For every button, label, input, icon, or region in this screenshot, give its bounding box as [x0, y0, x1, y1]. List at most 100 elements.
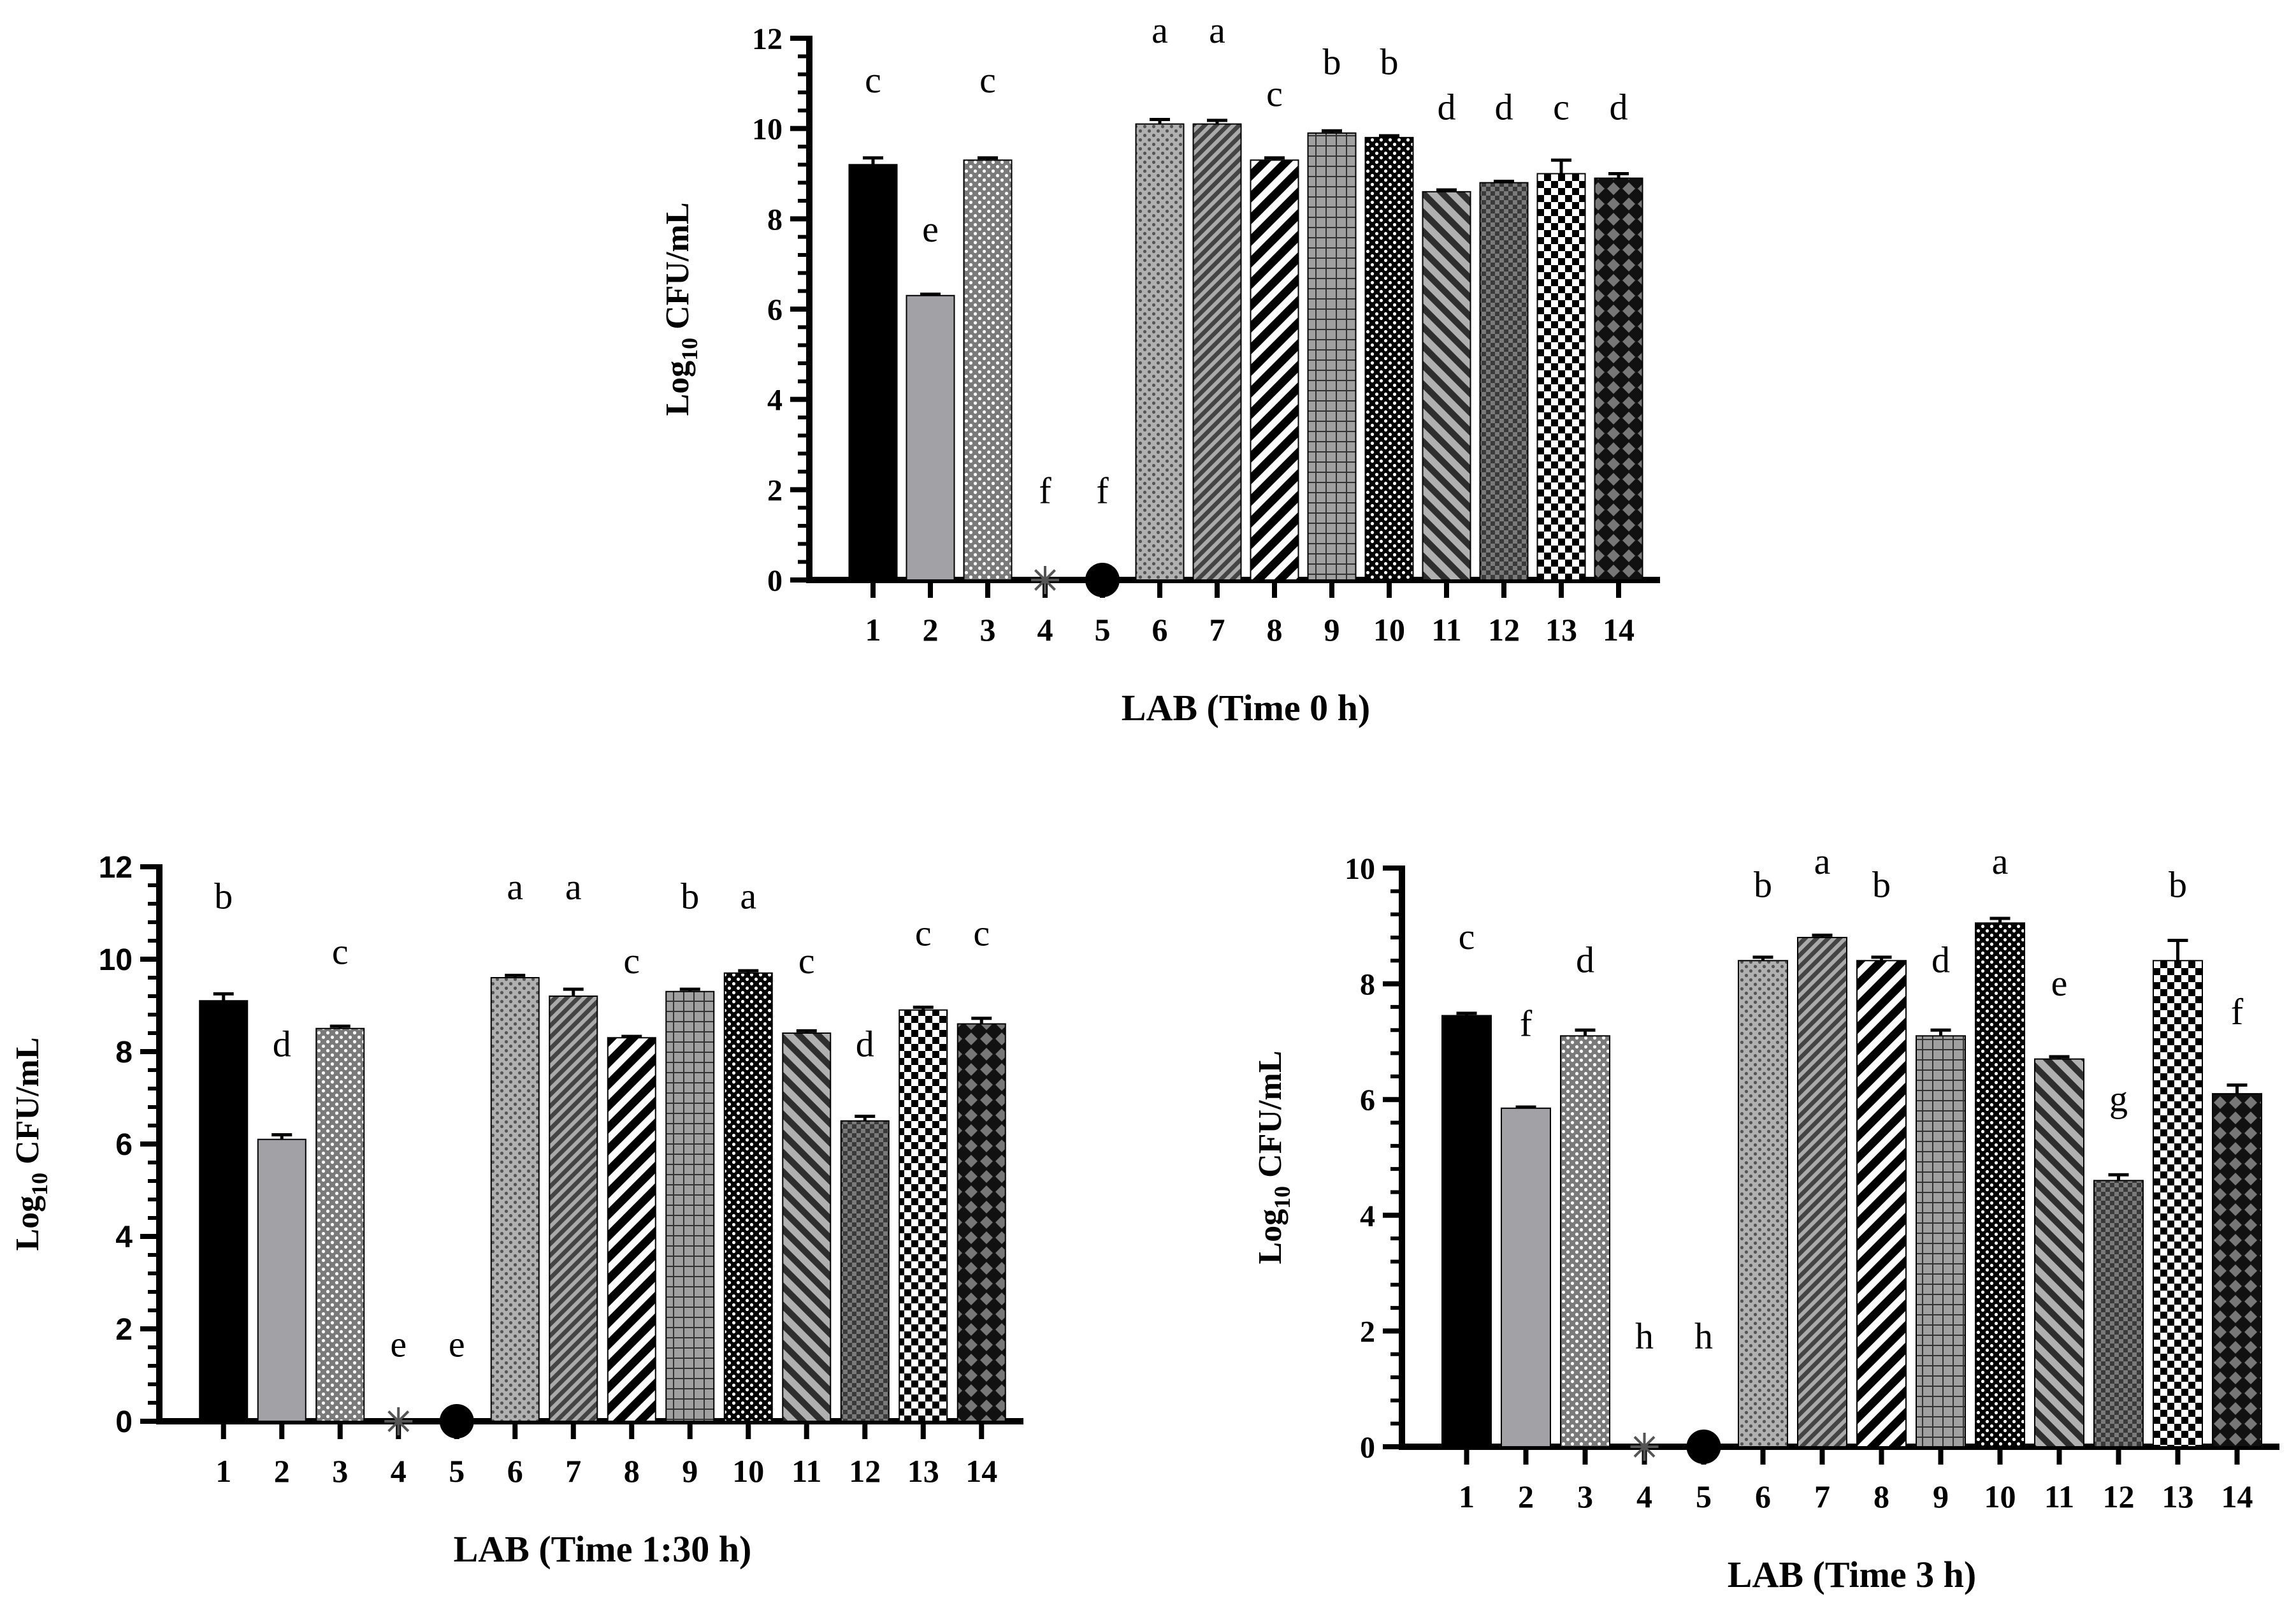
error-bar-10: [1379, 134, 1399, 138]
bar-8: [1250, 159, 1299, 581]
significance-letter: f: [2231, 991, 2244, 1032]
x-tick-label: 12: [1488, 612, 1520, 648]
x-tick-label: 13: [907, 1453, 939, 1489]
x-tick-label: 4: [391, 1453, 407, 1489]
x-tick-label: 7: [1814, 1479, 1830, 1514]
error-bar-13: [913, 1005, 934, 1010]
error-bar-2: [920, 293, 941, 296]
y-tick-label: 6: [1360, 1083, 1375, 1117]
bar-13: [899, 1009, 948, 1422]
bar-10: [1975, 922, 2025, 1447]
bar-8: [607, 1037, 656, 1422]
x-tick-label: 3: [980, 612, 996, 648]
error-bar-7: [563, 987, 584, 996]
circle-marker-5: [1686, 1430, 1721, 1464]
x-tick-label: 8: [624, 1453, 640, 1489]
error-bar-8: [1871, 955, 1892, 961]
y-tick-label: 2: [1360, 1315, 1375, 1349]
y-axis-title: Log10 CFU/mL: [660, 202, 702, 416]
significance-letter: a: [1152, 10, 1168, 51]
asterisk-marker-4: [1630, 1433, 1659, 1461]
y-tick-label: 4: [1360, 1199, 1375, 1233]
y-tick-label: 8: [767, 203, 783, 236]
y-tick-label: 10: [752, 113, 783, 147]
bar-2: [906, 294, 955, 581]
bar-12: [840, 1120, 890, 1422]
significance-letter: b: [1872, 864, 1891, 905]
bar-2: [257, 1138, 307, 1422]
bar-3: [1560, 1035, 1610, 1447]
error-bar-14: [2227, 1083, 2248, 1094]
error-bar-10: [738, 969, 759, 973]
error-bar-1: [1456, 1011, 1477, 1016]
significance-letter: e: [449, 1324, 465, 1365]
error-bar-9: [679, 987, 700, 992]
significance-letter: a: [1814, 841, 1831, 882]
x-tick-label: 2: [274, 1453, 290, 1489]
bar-6: [1738, 960, 1788, 1447]
bar-9: [665, 990, 715, 1422]
significance-letter: b: [2169, 864, 2187, 905]
y-axis-title: Log10 CFU/mL: [10, 1037, 52, 1250]
error-bar-11: [1436, 188, 1457, 192]
x-tick-label: 9: [682, 1453, 698, 1489]
significance-letter: b: [214, 875, 233, 916]
x-tick-label: 5: [449, 1453, 465, 1489]
y-tick-label: 4: [767, 384, 783, 417]
significance-letter: b: [681, 875, 699, 916]
bar-11: [2034, 1058, 2084, 1447]
y-tick-label: 0: [1360, 1431, 1375, 1465]
bar-9: [1307, 132, 1357, 581]
significance-letter: a: [740, 875, 756, 916]
error-bar-2: [1515, 1105, 1536, 1109]
bar-11: [1422, 191, 1471, 581]
error-bar-1: [863, 156, 883, 165]
significance-letter: b: [1754, 864, 1772, 905]
significance-letter: e: [922, 208, 939, 250]
bar-14: [957, 1023, 1006, 1422]
error-bar-14: [971, 1017, 992, 1024]
error-bar-13: [1551, 158, 1571, 174]
significance-letter: g: [2109, 1078, 2128, 1119]
significance-letter: c: [798, 940, 815, 981]
significance-letter: c: [1266, 73, 1283, 114]
x-tick-label: 12: [849, 1453, 881, 1489]
significance-letter: c: [979, 59, 996, 101]
x-tick-label: 11: [791, 1453, 821, 1489]
x-tick-label: 7: [1209, 612, 1225, 648]
significance-letter: d: [856, 1023, 874, 1064]
significance-letter: c: [915, 912, 932, 953]
bar-1: [848, 164, 898, 581]
y-tick-label: 6: [767, 293, 783, 327]
x-tick-label: 14: [1603, 612, 1635, 648]
error-bar-9: [1930, 1028, 1951, 1036]
x-tick-label: 10: [1984, 1479, 2016, 1514]
error-bar-9: [1322, 129, 1342, 133]
significance-letter: h: [1694, 1315, 1713, 1357]
x-tick-label: 13: [1545, 612, 1577, 648]
x-tick-label: 4: [1636, 1479, 1652, 1514]
error-bar-1: [213, 992, 234, 1001]
bar-11: [782, 1032, 832, 1422]
y-axis-title: Log10 CFU/mL: [1252, 1050, 1295, 1264]
significance-letter: a: [565, 866, 582, 908]
significance-letter: b: [1323, 41, 1341, 83]
bar-6: [490, 977, 540, 1422]
bar-7: [549, 996, 598, 1422]
bar-12: [2093, 1180, 2144, 1447]
x-tick-label: 8: [1874, 1479, 1889, 1514]
significance-letter: a: [507, 866, 523, 908]
bar-10: [1364, 136, 1414, 581]
x-tick-label: 12: [2103, 1479, 2135, 1514]
bar-13: [2153, 960, 2203, 1447]
significance-letter: e: [390, 1324, 407, 1365]
chart-time-1-30h: 0 2 4 6 8 10 12 b 1 d 2 c 3 e 4 e 5 a 6 a 7 c 8 b 9 a 10 c 11 d 12 c 13 c…: [10, 851, 1023, 1570]
significance-letter: c: [1459, 916, 1475, 957]
x-tick-label: 9: [1933, 1479, 1949, 1514]
error-bar-11: [796, 1029, 817, 1033]
x-tick-label: 3: [332, 1453, 348, 1489]
asterisk-marker-4: [1031, 566, 1059, 594]
x-axis-title: LAB (Time 1:30 h): [454, 1528, 752, 1570]
x-tick-label: 1: [865, 612, 881, 648]
asterisk-marker-4: [384, 1407, 413, 1435]
